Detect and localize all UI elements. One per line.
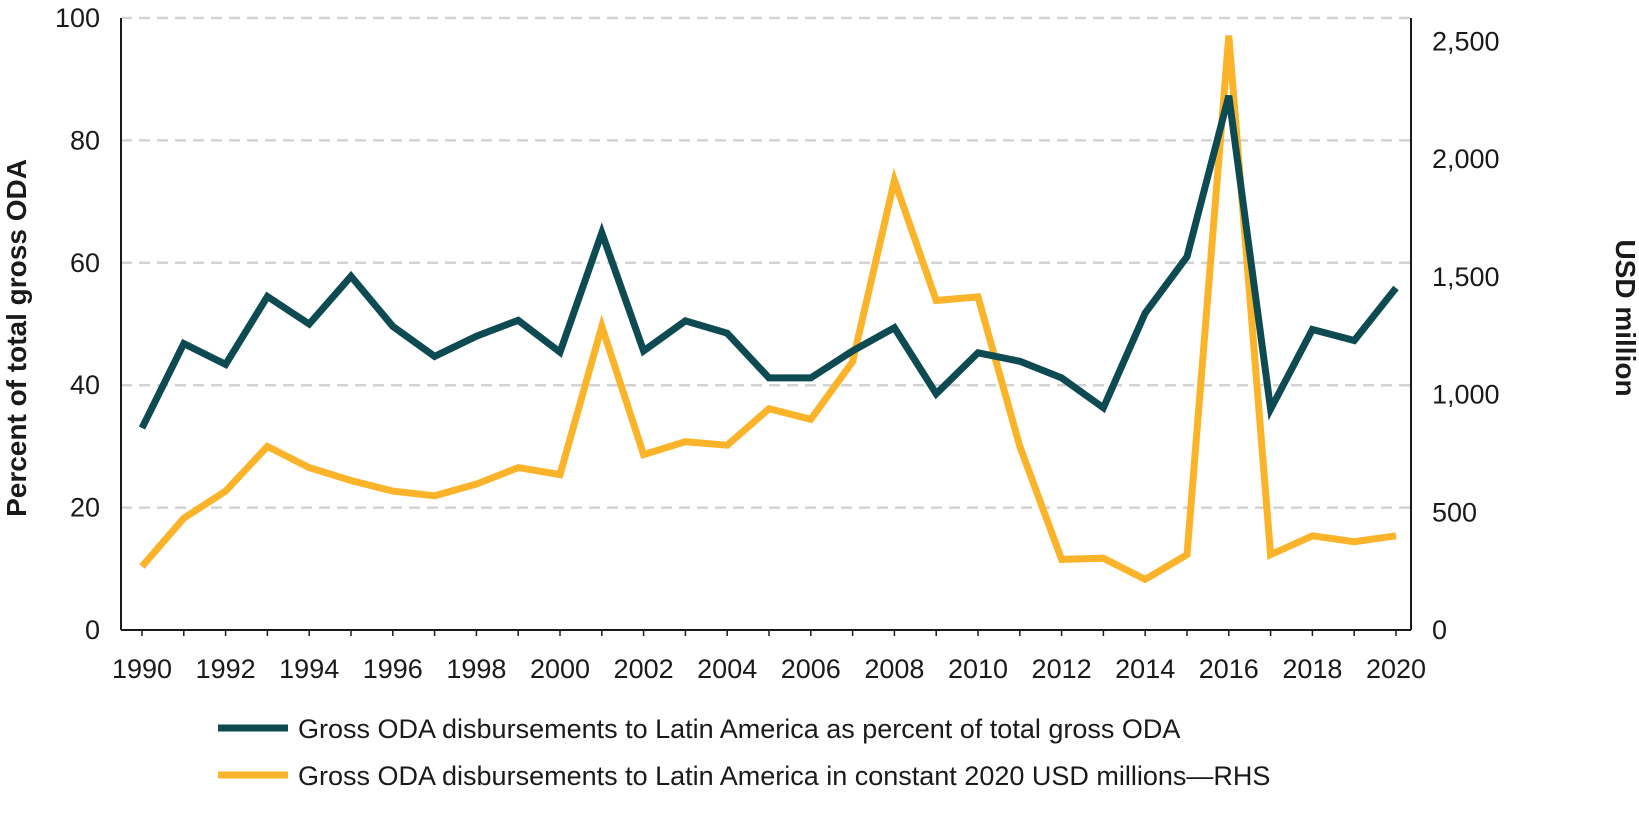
gridlines (121, 16, 1411, 509)
series-line-usd-millions (139, 35, 1397, 584)
x-tick-label: 2008 (864, 654, 924, 684)
y-left-tick-label: 40 (70, 370, 100, 400)
y-right-tick-label: 1,500 (1432, 262, 1500, 292)
x-tick-label: 2014 (1115, 654, 1175, 684)
x-tick-label: 1996 (363, 654, 423, 684)
x-tick-label: 2018 (1282, 654, 1342, 684)
x-tick-label: 2006 (781, 654, 841, 684)
x-tick-label: 1994 (279, 654, 339, 684)
y-left-tick-label: 60 (70, 248, 100, 278)
legend-label: Gross ODA disbursements to Latin America… (298, 761, 1270, 791)
y-right-tick-label: 500 (1432, 497, 1477, 527)
series-lines (138, 35, 1399, 584)
y-left-tick-label: 80 (70, 125, 100, 155)
axes (120, 18, 1412, 636)
x-tick-label: 2004 (697, 654, 757, 684)
x-tick-label: 2012 (1032, 654, 1092, 684)
x-tick-label: 2016 (1199, 654, 1259, 684)
left-axis-title: Percent of total gross ODA (1, 159, 32, 517)
y-left-tick-label: 100 (55, 3, 100, 33)
x-tick-label: 1998 (446, 654, 506, 684)
series-line-percent (138, 94, 1399, 430)
y-right-tick-label: 2,500 (1432, 27, 1500, 57)
legend-label: Gross ODA disbursements to Latin America… (298, 714, 1180, 744)
x-tick-label: 2010 (948, 654, 1008, 684)
right-axis-title: USD million (1610, 239, 1639, 396)
x-tick-label: 1992 (196, 654, 256, 684)
y-right-tick-label: 0 (1432, 615, 1447, 645)
x-tick-label: 2002 (614, 654, 674, 684)
y-left-tick-label: 20 (70, 493, 100, 523)
x-tick-label: 2020 (1366, 654, 1426, 684)
y-left-tick-label: 0 (85, 615, 100, 645)
y-right-tick-label: 2,000 (1432, 144, 1500, 174)
legend: Gross ODA disbursements to Latin America… (218, 714, 1270, 791)
tick-labels: 0 20 40 60 80 100 0 500 1,000 1,500 2,000 2,500 1990… (55, 3, 1500, 684)
x-tick-label: 2000 (530, 654, 590, 684)
x-tick-label: 1990 (112, 654, 172, 684)
y-right-tick-label: 1,000 (1432, 380, 1500, 410)
